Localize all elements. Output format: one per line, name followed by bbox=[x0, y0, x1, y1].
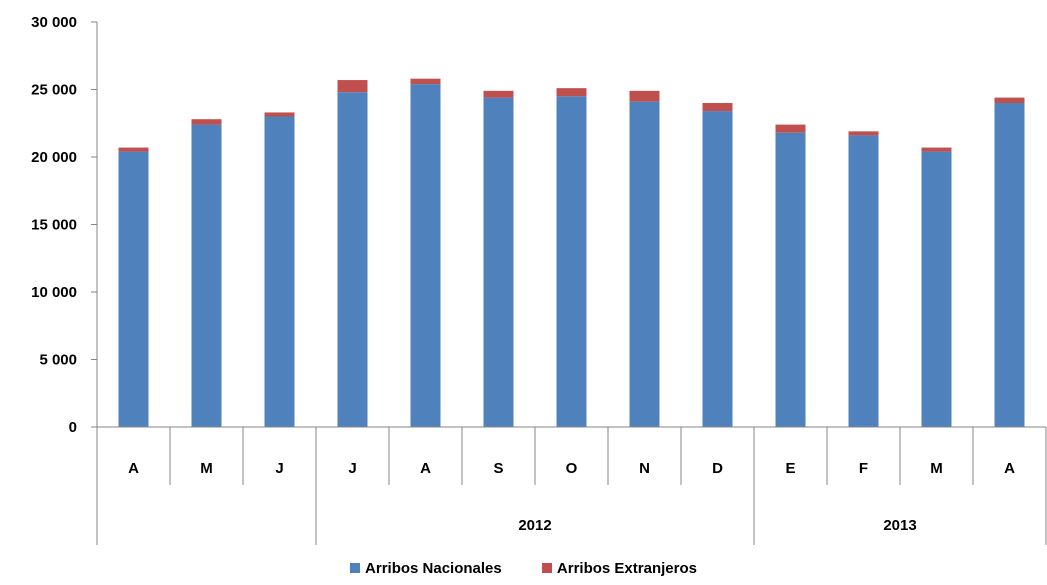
bar-extranjeros-1 bbox=[191, 119, 222, 125]
bar-extranjeros-12 bbox=[994, 97, 1025, 103]
bar-nacionales-10 bbox=[848, 135, 879, 427]
bar-nacionales-5 bbox=[483, 97, 514, 427]
x-category-label-12: A bbox=[1004, 460, 1015, 477]
bar-extranjeros-10 bbox=[848, 131, 879, 136]
x-category-label-9: E bbox=[785, 460, 795, 477]
y-tick-label-4: 20 000 bbox=[31, 149, 77, 166]
bar-nacionales-0 bbox=[118, 151, 149, 427]
x-category-label-4: A bbox=[420, 460, 431, 477]
legend: Arribos Nacionales Arribos Extranjeros bbox=[0, 560, 1047, 577]
bar-extranjeros-7 bbox=[629, 90, 660, 102]
x-category-label-3: J bbox=[348, 460, 356, 477]
bar-extranjeros-9 bbox=[775, 124, 806, 133]
bar-extranjeros-2 bbox=[264, 112, 295, 117]
legend-swatch-nacionales bbox=[350, 563, 361, 573]
legend-item-extranjeros: Arribos Extranjeros bbox=[541, 560, 697, 577]
x-group-label-2: 2013 bbox=[883, 517, 916, 534]
bars-layer bbox=[118, 78, 1025, 428]
x-category-label-7: N bbox=[639, 460, 650, 477]
legend-item-nacionales: Arribos Nacionales bbox=[350, 560, 502, 577]
legend-label-nacionales: Arribos Nacionales bbox=[365, 560, 502, 577]
bar-extranjeros-0 bbox=[118, 147, 149, 152]
bar-nacionales-7 bbox=[629, 101, 660, 428]
x-category-label-11: M bbox=[930, 460, 943, 477]
x-category-label-6: O bbox=[566, 460, 578, 477]
bar-nacionales-3 bbox=[337, 92, 368, 427]
y-tick-label-2: 10 000 bbox=[31, 284, 77, 301]
axes-layer bbox=[91, 21, 1047, 545]
bar-extranjeros-4 bbox=[410, 78, 441, 85]
bar-extranjeros-8 bbox=[702, 103, 733, 112]
bar-extranjeros-6 bbox=[556, 88, 587, 97]
bar-nacionales-11 bbox=[921, 151, 952, 427]
y-tick-label-0: 0 bbox=[69, 419, 77, 436]
x-category-label-10: F bbox=[859, 460, 868, 477]
bar-extranjeros-11 bbox=[921, 147, 952, 152]
x-category-label-1: M bbox=[200, 460, 213, 477]
x-category-label-5: S bbox=[493, 460, 503, 477]
legend-label-extranjeros: Arribos Extranjeros bbox=[556, 560, 697, 577]
bar-nacionales-6 bbox=[556, 96, 587, 427]
y-tick-label-1: 5 000 bbox=[39, 352, 77, 369]
y-tick-label-6: 30 000 bbox=[31, 14, 77, 31]
bar-extranjeros-3 bbox=[337, 80, 368, 93]
bar-nacionales-9 bbox=[775, 132, 806, 427]
legend-swatch-extranjeros bbox=[541, 563, 552, 573]
bar-nacionales-12 bbox=[994, 103, 1025, 427]
x-category-label-2: J bbox=[275, 460, 283, 477]
stacked-bar-chart: 0 5 000 10 000 15 000 20 000 25 000 30 000 A M J J… bbox=[31, 14, 1047, 545]
x-category-label-8: D bbox=[712, 460, 723, 477]
bar-extranjeros-5 bbox=[483, 90, 514, 98]
x-group-label-1: 2012 bbox=[518, 517, 551, 534]
y-tick-label-3: 15 000 bbox=[31, 217, 77, 234]
x-category-label-0: A bbox=[128, 460, 139, 477]
bar-nacionales-4 bbox=[410, 84, 441, 427]
bar-nacionales-1 bbox=[191, 124, 222, 427]
labels-layer: 0 5 000 10 000 15 000 20 000 25 000 30 000 A M J J… bbox=[31, 14, 1015, 534]
bar-nacionales-2 bbox=[264, 116, 295, 427]
y-tick-label-5: 25 000 bbox=[31, 82, 77, 99]
bar-nacionales-8 bbox=[702, 111, 733, 427]
